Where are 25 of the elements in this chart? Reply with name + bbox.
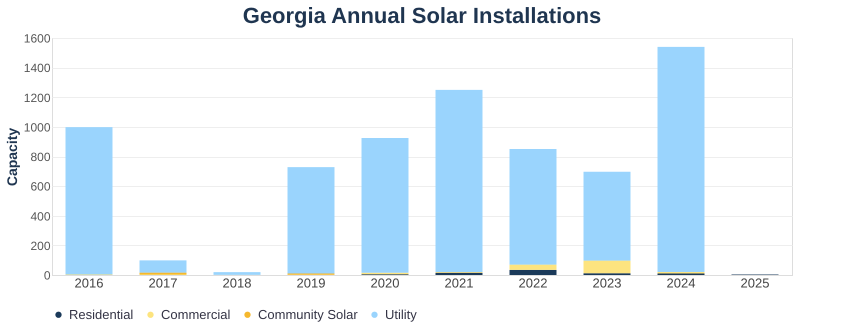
- x-tick-label: 2018: [222, 276, 252, 290]
- y-tick-label: 1000: [24, 120, 51, 134]
- legend-label: Residential: [69, 306, 134, 322]
- x-tick-label: 2020: [370, 276, 400, 290]
- x-tick-label: 2022: [518, 276, 548, 290]
- y-tick-label: 1400: [24, 61, 51, 76]
- y-tick-label: 1600: [24, 32, 51, 46]
- x-tick-label: 2016: [74, 276, 104, 290]
- x-tick-label: 2021: [444, 276, 474, 290]
- x-tick-label: 2019: [296, 276, 326, 290]
- y-axis-title: Capacity: [4, 128, 20, 186]
- legend-label: Commercial: [161, 306, 230, 322]
- x-tick-label: 2025: [740, 276, 770, 290]
- x-tick-label: 2017: [148, 276, 178, 290]
- legend-label: Utility: [385, 306, 418, 322]
- y-tick-label: 800: [30, 150, 51, 164]
- y-tick-label: 200: [30, 238, 51, 253]
- chart-title: Georgia Annual Solar Installations: [242, 3, 602, 28]
- y-tick-label: 400: [30, 209, 51, 224]
- x-tick-label: 2024: [666, 276, 696, 290]
- legend-label: Community Solar: [258, 306, 358, 322]
- x-tick-label: 2023: [592, 276, 622, 290]
- y-tick-label: 0: [44, 268, 51, 282]
- y-tick-label: 1200: [24, 90, 51, 105]
- y-tick-label: 600: [30, 180, 51, 194]
